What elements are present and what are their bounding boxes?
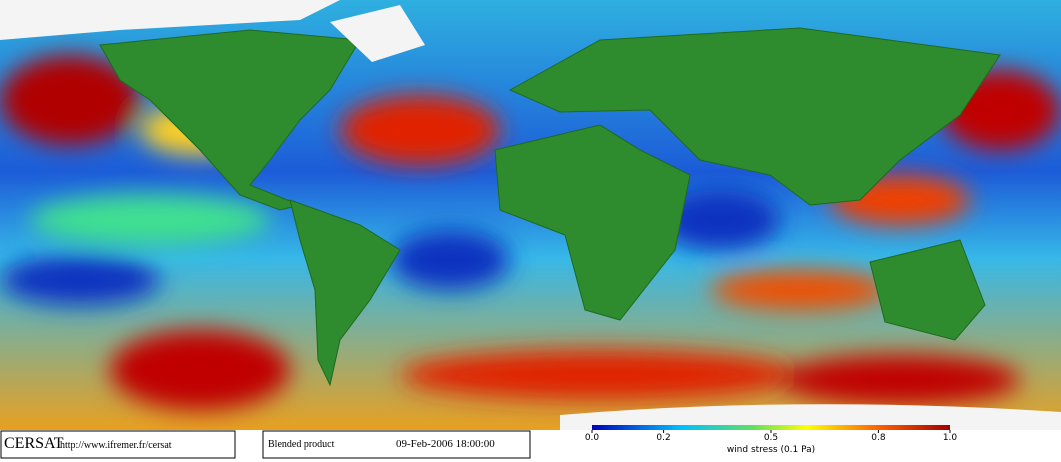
colorbar-tick-label: 1.0 (943, 433, 958, 443)
colorbar-tick-label: 0.2 (656, 433, 670, 443)
datetime: 09-Feb-2006 18:00:00 (396, 438, 495, 450)
footer: CERSAT http://www.ifremer.fr/cersat Blen… (0, 425, 950, 459)
product: Blended product (268, 439, 335, 450)
logo: CERSAT (4, 435, 64, 452)
colorbar (592, 425, 950, 430)
colorbar-tick-label: 0.0 (585, 433, 600, 443)
colorbar-tick-label: 0.5 (764, 433, 778, 443)
url: http://www.ifremer.fr/cersat (60, 440, 172, 451)
source-box (0, 430, 236, 459)
colorbar-label: wind stress (0.1 Pa) (727, 445, 815, 455)
product-box (262, 430, 531, 459)
colorbar-tick-label: 0.8 (871, 433, 886, 443)
